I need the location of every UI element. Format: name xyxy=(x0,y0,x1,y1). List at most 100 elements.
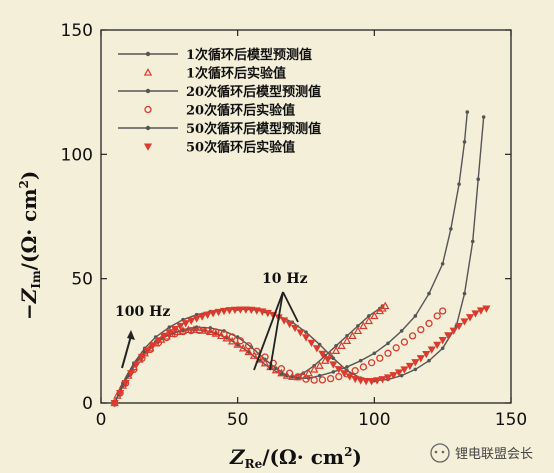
legend-marker xyxy=(143,143,153,151)
data-point xyxy=(301,334,311,342)
arrow-100hz xyxy=(121,335,132,369)
data-point xyxy=(345,373,354,381)
model-point xyxy=(470,239,475,244)
model-point xyxy=(476,177,481,181)
model-point xyxy=(462,291,467,296)
data-point xyxy=(304,368,313,377)
y-axis-label-main: −Z xyxy=(17,287,41,320)
legend-dot xyxy=(145,125,151,131)
legend-item: 20次循环后模型预测值 xyxy=(118,84,321,100)
model-point xyxy=(413,367,418,372)
data-point xyxy=(364,316,374,325)
data-point xyxy=(394,369,403,377)
data-point xyxy=(392,344,400,352)
data-point xyxy=(433,312,441,320)
legend-label: 20次循环后模型预测值 xyxy=(186,84,321,100)
data-point xyxy=(411,359,420,367)
model-point xyxy=(427,358,431,363)
data-point xyxy=(110,399,119,408)
data-point xyxy=(269,359,277,367)
y-axis-label-sub: Im xyxy=(29,270,43,289)
model-point xyxy=(481,115,486,119)
watermark: 锂电联盟会长 xyxy=(430,443,533,463)
x-axis-label-rest: /(Ω· cm xyxy=(262,445,344,469)
legend: 1次循环后模型预测值 1次循环后实验值 20次循环后模型预测值 20次循环后实验值 50… xyxy=(118,47,321,156)
data-point xyxy=(148,342,157,350)
data-point xyxy=(359,363,368,371)
data-point xyxy=(222,333,231,342)
data-point xyxy=(212,328,220,336)
data-point xyxy=(258,308,267,316)
model-point xyxy=(399,329,404,333)
data-point xyxy=(425,319,433,328)
model-point xyxy=(285,373,289,378)
data-point xyxy=(309,364,319,373)
data-point xyxy=(335,372,343,381)
data-point xyxy=(439,307,447,315)
model-point xyxy=(356,324,360,328)
data-point xyxy=(285,369,294,377)
data-point xyxy=(244,347,253,356)
model-point xyxy=(457,182,461,186)
data-point xyxy=(228,333,236,341)
data-point xyxy=(476,307,485,315)
data-point xyxy=(465,314,475,322)
data-point xyxy=(307,339,316,348)
data-point xyxy=(427,346,436,354)
legend-item: 50次循环后实验值 xyxy=(143,140,295,156)
model-point xyxy=(372,351,377,356)
data-point xyxy=(362,378,371,386)
x-axis-label-main: Z xyxy=(229,445,246,469)
data-point xyxy=(367,378,376,386)
data-point xyxy=(296,329,305,337)
data-point xyxy=(227,336,237,345)
data-point xyxy=(348,331,357,340)
annotation-100hz: 100 Hz xyxy=(115,304,170,369)
y-tick-label: 0 xyxy=(82,394,93,414)
label-10hz: 10 Hz xyxy=(262,271,308,287)
x-axis-label: ZRe/(Ω· cm2) xyxy=(229,445,362,471)
data-point xyxy=(351,375,360,384)
data-point xyxy=(263,309,272,318)
data-point xyxy=(408,332,417,340)
data-point xyxy=(331,346,341,354)
data-point xyxy=(260,358,270,367)
data-point xyxy=(217,331,226,340)
data-point xyxy=(455,322,464,331)
data-point xyxy=(378,376,387,384)
legend-label: 1次循环后模型预测值 xyxy=(186,47,312,63)
data-point xyxy=(170,325,179,334)
y-tick-label: 50 xyxy=(71,270,93,290)
data-point xyxy=(236,337,245,345)
data-point xyxy=(381,301,390,310)
y-axis-label-end: ) xyxy=(17,171,41,180)
data-point xyxy=(181,320,190,328)
data-point xyxy=(203,327,212,335)
data-point xyxy=(342,336,352,344)
data-point xyxy=(203,311,212,319)
data-point xyxy=(176,322,185,331)
data-point xyxy=(373,377,382,385)
model-point xyxy=(345,365,349,369)
data-point xyxy=(312,345,321,353)
data-point xyxy=(471,310,480,318)
data-point xyxy=(337,341,346,349)
legend-dot xyxy=(145,88,151,94)
annotation-10hz: 10 Hz xyxy=(253,271,308,371)
legend-label: 50次循环后实验值 xyxy=(186,140,295,156)
data-point xyxy=(329,361,338,369)
x-tick-label: 150 xyxy=(495,410,527,430)
model-point xyxy=(296,376,300,380)
model-point xyxy=(334,344,338,348)
data-point xyxy=(422,350,431,359)
data-point xyxy=(206,327,215,336)
model-point xyxy=(317,373,322,378)
y-axis-label-rest: /(Ω· cm xyxy=(17,188,41,270)
label-100hz: 100 Hz xyxy=(115,304,170,320)
legend-item: 1次循环后实验值 xyxy=(143,66,286,82)
data-point xyxy=(154,337,163,345)
legend-label: 1次循环后实验值 xyxy=(186,66,286,82)
x-tick-label: 0 xyxy=(96,410,107,430)
